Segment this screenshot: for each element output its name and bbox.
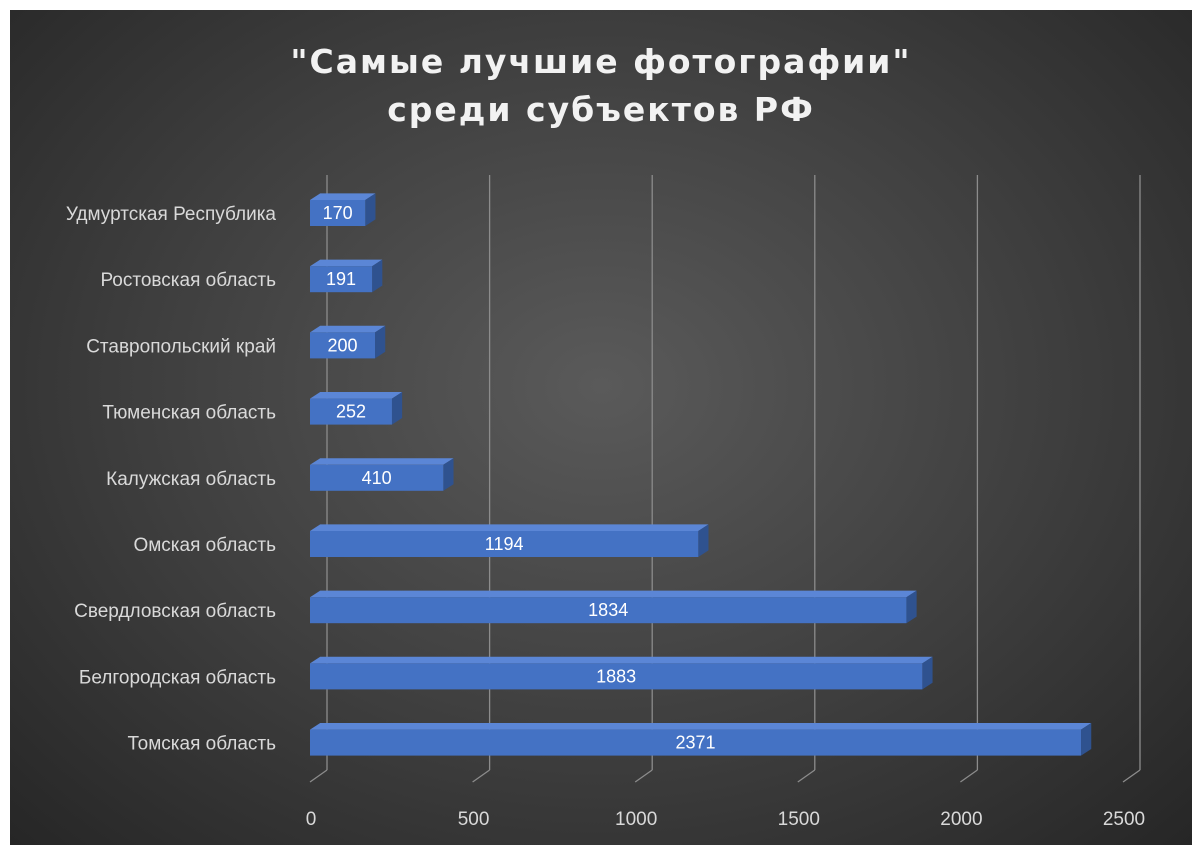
data-label: 410 bbox=[362, 468, 392, 488]
category-label: Ставропольский край bbox=[86, 336, 276, 357]
floor-tick bbox=[798, 770, 815, 782]
floor-tick bbox=[960, 770, 977, 782]
bar-top-face bbox=[310, 392, 402, 399]
x-tick-label: 1000 bbox=[615, 809, 657, 830]
x-tick-label: 1500 bbox=[778, 809, 820, 830]
bar-top-face bbox=[310, 723, 1091, 730]
floor-tick bbox=[310, 770, 327, 782]
data-label: 200 bbox=[327, 335, 357, 355]
bar-top-face bbox=[310, 524, 708, 531]
bar-chart-plot: 0 500 1000 1500 2000 2500 170 Удмуртская Респуб… bbox=[10, 10, 1192, 845]
bar-top-face bbox=[310, 193, 375, 200]
data-label: 191 bbox=[326, 269, 356, 289]
x-tick-label: 2500 bbox=[1103, 809, 1145, 830]
category-label: Ростовская область bbox=[100, 270, 276, 291]
chart-area: "Самые лучшие фотографии" среди субъекто… bbox=[10, 10, 1192, 845]
data-label: 170 bbox=[323, 203, 353, 223]
category-label: Удмуртская Республика bbox=[66, 204, 277, 225]
data-label: 1883 bbox=[596, 666, 636, 686]
category-label: Белгородская область bbox=[79, 667, 276, 688]
data-label: 1194 bbox=[485, 534, 524, 554]
floor-tick bbox=[473, 770, 490, 782]
floor-tick bbox=[635, 770, 652, 782]
x-tick-label: 0 bbox=[306, 809, 317, 830]
bar-top-face bbox=[310, 326, 385, 333]
data-label: 2371 bbox=[676, 733, 716, 753]
bar-top-face bbox=[310, 657, 933, 664]
data-label: 1834 bbox=[588, 600, 628, 620]
floor-tick bbox=[1123, 770, 1140, 782]
bar-top-face bbox=[310, 260, 382, 267]
bar-top-face bbox=[310, 458, 454, 465]
category-label: Свердловская область bbox=[74, 601, 276, 622]
x-tick-label: 2000 bbox=[940, 809, 982, 830]
x-tick-label: 500 bbox=[458, 809, 490, 830]
data-label: 252 bbox=[336, 402, 366, 422]
category-label: Томская область bbox=[128, 734, 277, 755]
category-label: Тюменская область bbox=[102, 403, 276, 424]
category-label: Калужская область bbox=[106, 469, 276, 490]
bar-top-face bbox=[310, 591, 917, 598]
category-label: Омская область bbox=[133, 535, 276, 556]
